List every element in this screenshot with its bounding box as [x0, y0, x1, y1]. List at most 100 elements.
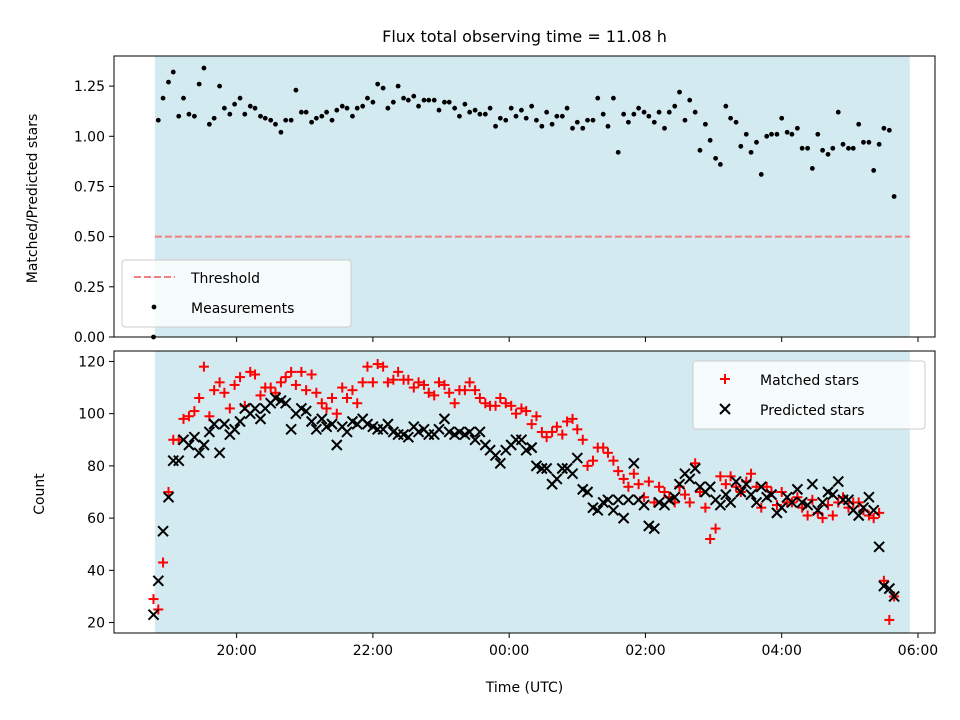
predicted-star-point: [689, 462, 701, 475]
measurement-point: [273, 121, 278, 127]
predicted-star-point: [863, 491, 875, 503]
measurement-point: [692, 109, 698, 115]
matched-star-point: [868, 513, 879, 524]
predicted-star-point: [852, 509, 865, 522]
matched-star-point: [219, 387, 230, 398]
predicted-star-point: [638, 499, 650, 511]
matched-star-point: [321, 403, 332, 414]
matched-star-point: [224, 403, 235, 414]
measurement-point: [375, 81, 381, 87]
predicted-star-point: [402, 431, 415, 443]
measurement-point: [580, 125, 586, 131]
measurement-point: [646, 113, 652, 119]
measurement-point: [840, 141, 846, 147]
matched-star-point: [337, 382, 348, 393]
predicted-star-point: [162, 491, 175, 503]
matched-star-point: [633, 479, 644, 490]
predicted-star-point: [228, 423, 241, 436]
matched-star-point: [214, 377, 225, 388]
measurement-point: [523, 115, 529, 121]
measurement-point: [856, 121, 862, 127]
matched-star-point: [439, 379, 450, 390]
predicted-star-point: [198, 439, 210, 451]
predicted-star-point: [566, 468, 579, 480]
measurement-point: [237, 95, 243, 101]
matched-star-point: [536, 426, 547, 437]
chart-title: Flux total observing time = 11.08 h: [382, 27, 667, 46]
predicted-star-point: [622, 494, 635, 506]
predicted-star-point: [755, 481, 767, 493]
measurement-point: [201, 65, 207, 71]
matched-star-point: [587, 455, 598, 466]
y-tick-label: 20: [87, 616, 105, 632]
x-tick-label: 20:00: [216, 643, 256, 659]
measurement-point: [421, 97, 427, 103]
y-tick-label: 80: [87, 459, 105, 475]
matched-star-point: [567, 413, 578, 424]
predicted-star-point: [382, 418, 394, 430]
predicted-star-point: [720, 488, 732, 501]
predicted-star-point: [842, 494, 855, 506]
predicted-star-point: [775, 501, 788, 514]
predicted-star-point: [183, 439, 195, 451]
measurement-point: [324, 109, 329, 115]
measurement-point: [564, 105, 570, 111]
measurement-point: [656, 109, 662, 115]
measurement-point: [697, 147, 703, 153]
measurement-point: [176, 113, 182, 119]
measurement-point: [769, 131, 774, 137]
measurement-point: [713, 155, 719, 161]
matched-star-point: [265, 382, 276, 393]
legend-predicted-symbol: [719, 403, 731, 415]
matched-star-point: [342, 393, 353, 403]
predicted-star-point: [628, 457, 640, 469]
matched-star-point: [720, 479, 731, 490]
predicted-star-point: [203, 426, 216, 438]
measurement-point: [309, 119, 314, 125]
predicted-star-point: [341, 426, 353, 438]
matched-star-point: [710, 523, 721, 534]
matched-star-point: [694, 487, 705, 497]
measurement-point: [605, 123, 611, 129]
predicted-star-point: [730, 475, 742, 488]
matched-star-point: [705, 534, 716, 544]
matched-star-point: [684, 497, 695, 508]
measurement-point: [354, 105, 360, 111]
measurement-point: [794, 125, 800, 131]
measurement-point: [764, 133, 770, 139]
measurement-point: [298, 109, 304, 115]
predicted-star-point: [316, 413, 328, 425]
measurement-point: [416, 103, 421, 109]
measurement-point: [539, 123, 545, 129]
measurement-point: [809, 166, 815, 171]
predicted-star-point: [208, 418, 220, 430]
matched-star-point: [531, 411, 542, 422]
y-tick-label: 40: [87, 563, 105, 579]
measurement-point: [319, 113, 325, 119]
measurement-point: [641, 109, 647, 115]
predicted-star-point: [234, 415, 246, 428]
predicted-star-point: [433, 423, 445, 436]
predicted-star-point: [704, 481, 716, 493]
matched-star-point: [423, 387, 434, 398]
predicted-star-point: [827, 488, 839, 501]
matched-star-point: [582, 460, 593, 471]
measurement-point: [743, 131, 749, 137]
matched-star-point: [301, 385, 312, 396]
measurement-point: [487, 105, 493, 111]
predicted-star-point: [193, 447, 205, 459]
measurement-point: [211, 115, 217, 121]
matched-star-point: [347, 385, 358, 396]
predicted-star-point: [673, 478, 686, 490]
predicted-star-point: [607, 504, 620, 516]
y-tick-label: 0.50: [74, 230, 105, 246]
measurement-point: [758, 172, 764, 177]
matched-star-point: [173, 434, 184, 445]
matched-star-point: [500, 398, 511, 409]
measurement-point: [789, 131, 795, 137]
y-tick-label: 120: [78, 354, 105, 370]
measurement-point: [258, 113, 263, 119]
predicted-star-point: [331, 439, 343, 451]
measurement-point: [621, 111, 627, 117]
count-panel-frame: [113, 350, 936, 634]
